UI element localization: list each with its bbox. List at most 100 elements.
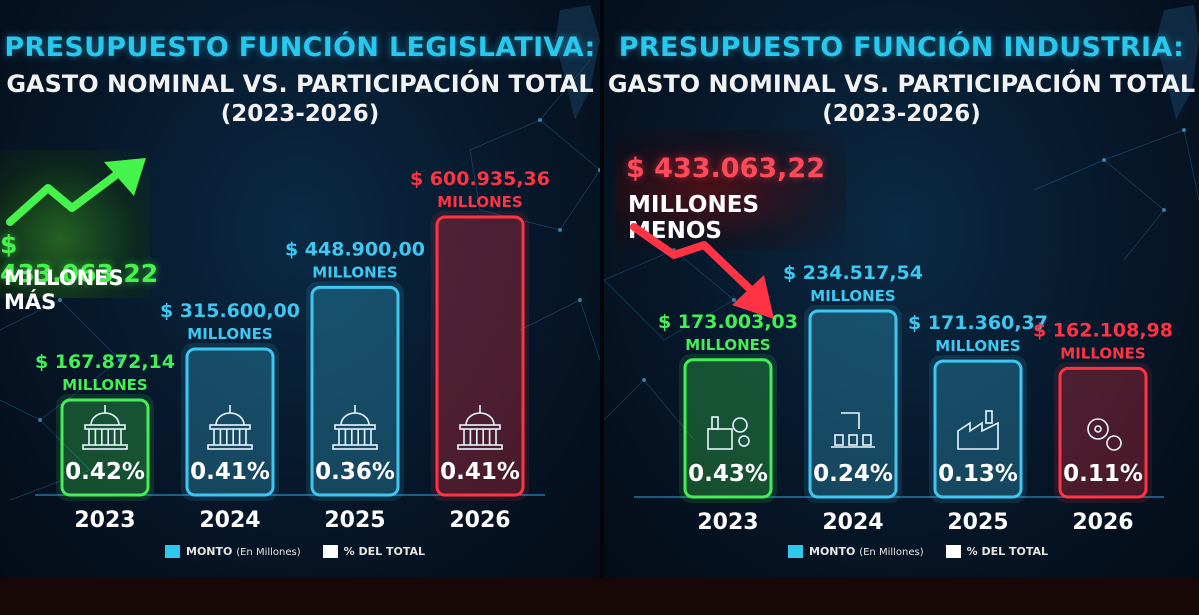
bar — [60, 398, 150, 497]
right-callout-label: MILLONES MENOS — [628, 192, 760, 244]
capitol-base — [459, 424, 501, 430]
pct-label: 0.36% — [315, 459, 395, 485]
value-label: $ 167.872,14 — [35, 351, 175, 373]
unit-label: MILLONES — [935, 337, 1020, 355]
bar-glow — [181, 342, 279, 501]
bar — [1058, 366, 1148, 499]
box — [862, 434, 872, 446]
bar-glow — [929, 355, 1027, 503]
gear-small — [738, 435, 750, 447]
industry-bar-chart: 0.43% MILLONES $ 173.003,03 2023 0.24% MILLON… — [634, 262, 1173, 535]
year-tick-label: 2023 — [697, 510, 758, 535]
pct-label: 0.13% — [938, 461, 1018, 487]
factory-roof — [957, 421, 999, 450]
pct-label: 0.41% — [440, 459, 520, 485]
factory-body — [707, 428, 733, 450]
left-increase-callout: $ 433.063,22 MILLONES MÁS — [0, 150, 158, 314]
network-background — [0, 5, 600, 501]
capitol-base — [334, 424, 376, 430]
bottom-strip — [0, 578, 1199, 615]
legend-monto-sub: (En Millones) — [859, 547, 924, 558]
panel-divider — [600, 0, 604, 578]
capitol-icon — [332, 405, 378, 450]
capitol-dome — [215, 412, 245, 426]
capitol-base — [209, 424, 251, 430]
bar-glow — [804, 305, 902, 503]
year-tick-label: 2026 — [449, 508, 510, 533]
robot-arm — [841, 412, 860, 429]
legislative-panel: PRESUPUESTO FUNCIÓN LEGISLATIVA: GASTO N… — [0, 0, 600, 578]
value-label: $ 171.360,37 — [908, 312, 1048, 334]
pct-label: 0.43% — [688, 461, 768, 487]
capitol-steps — [82, 444, 128, 450]
value-label: $ 600.935,36 — [410, 168, 550, 190]
capitol-icon — [207, 405, 253, 450]
legend-monto-label: MONTO (En Millones) — [809, 545, 924, 558]
industry-panel: PRESUPUESTO FUNCIÓN INDUSTRIA: GASTO NOM… — [604, 0, 1199, 578]
pct-label: 0.24% — [813, 461, 893, 487]
unit-label: MILLONES — [437, 193, 522, 211]
unit-label: MILLONES — [1060, 344, 1145, 362]
right-decrease-callout: $ 433.063,22 MILLONES MENOS — [616, 130, 846, 250]
factory-icon — [957, 410, 999, 450]
capitol-steps — [457, 444, 503, 450]
left-callout-label: MILLONES MÁS — [4, 266, 124, 314]
right-title-line2: GASTO NOMINAL VS. PARTICIPACIÓN TOTAL — [607, 70, 1196, 98]
capitol-dome — [340, 412, 370, 426]
legend-monto-text: MONTO — [186, 545, 233, 558]
legend-monto-swatch — [165, 545, 180, 558]
gear-hub — [1094, 425, 1102, 433]
year-tick-label: 2025 — [324, 508, 385, 533]
capitol-base — [84, 424, 126, 430]
box — [848, 434, 858, 446]
up-trend-arrow-icon — [6, 158, 146, 226]
factory-chimney — [711, 416, 719, 430]
capitol-steps — [207, 444, 253, 450]
factory-gears-icon — [707, 416, 750, 450]
legend-pct-label: % DEL TOTAL — [343, 545, 425, 558]
unit-label: MILLONES — [187, 325, 272, 343]
capitol-dome — [90, 412, 120, 426]
legend-monto-sub: (En Millones) — [236, 547, 301, 558]
bar-glow — [56, 394, 154, 501]
unit-label: MILLONES — [312, 263, 397, 281]
bar — [185, 347, 275, 497]
left-title-line3: (2023-2026) — [220, 101, 380, 127]
right-callout-amount: $ 433.063,22 — [626, 153, 825, 184]
gear-small — [1106, 435, 1122, 451]
legend-pct-label: % DEL TOTAL — [966, 545, 1048, 558]
bar-glow — [431, 211, 529, 501]
left-title-line2: GASTO NOMINAL VS. PARTICIPACIÓN TOTAL — [6, 70, 594, 98]
down-trend-arrow-icon — [630, 223, 774, 319]
year-tick-label: 2023 — [74, 508, 135, 533]
left-callout-amount: $ 433.063,22 — [0, 230, 159, 288]
capitol-icon — [457, 405, 503, 450]
year-tick-label: 2024 — [822, 510, 883, 535]
value-label: $ 234.517,54 — [783, 262, 923, 284]
gears-icon — [1087, 418, 1122, 451]
assembly-line-icon — [831, 412, 875, 448]
year-tick-label: 2024 — [199, 508, 260, 533]
legend-pct-swatch — [322, 545, 338, 558]
value-label: $ 173.003,03 — [658, 311, 798, 333]
unit-label: MILLONES — [62, 376, 147, 394]
right-legend: MONTO (En Millones) % DEL TOTAL — [788, 545, 1048, 558]
bar — [310, 285, 400, 497]
legend-pct-swatch — [945, 545, 961, 558]
value-label: $ 162.108,98 — [1033, 319, 1173, 341]
value-label: $ 315.600,00 — [160, 300, 300, 322]
capitol-icon — [82, 405, 128, 450]
bar-glow — [306, 281, 404, 501]
gear — [732, 417, 748, 433]
legend-monto-text: MONTO — [809, 545, 856, 558]
capitol-steps — [332, 444, 378, 450]
pct-label: 0.42% — [65, 459, 145, 485]
unit-label: MILLONES — [810, 287, 895, 305]
right-title-line1: PRESUPUESTO FUNCIÓN INDUSTRIA: — [618, 32, 1185, 63]
network-background — [604, 5, 1199, 441]
gear-large — [1087, 418, 1109, 440]
value-label: $ 448.900,00 — [285, 238, 425, 260]
bar-glow — [1054, 362, 1152, 503]
pct-label: 0.11% — [1063, 461, 1143, 487]
